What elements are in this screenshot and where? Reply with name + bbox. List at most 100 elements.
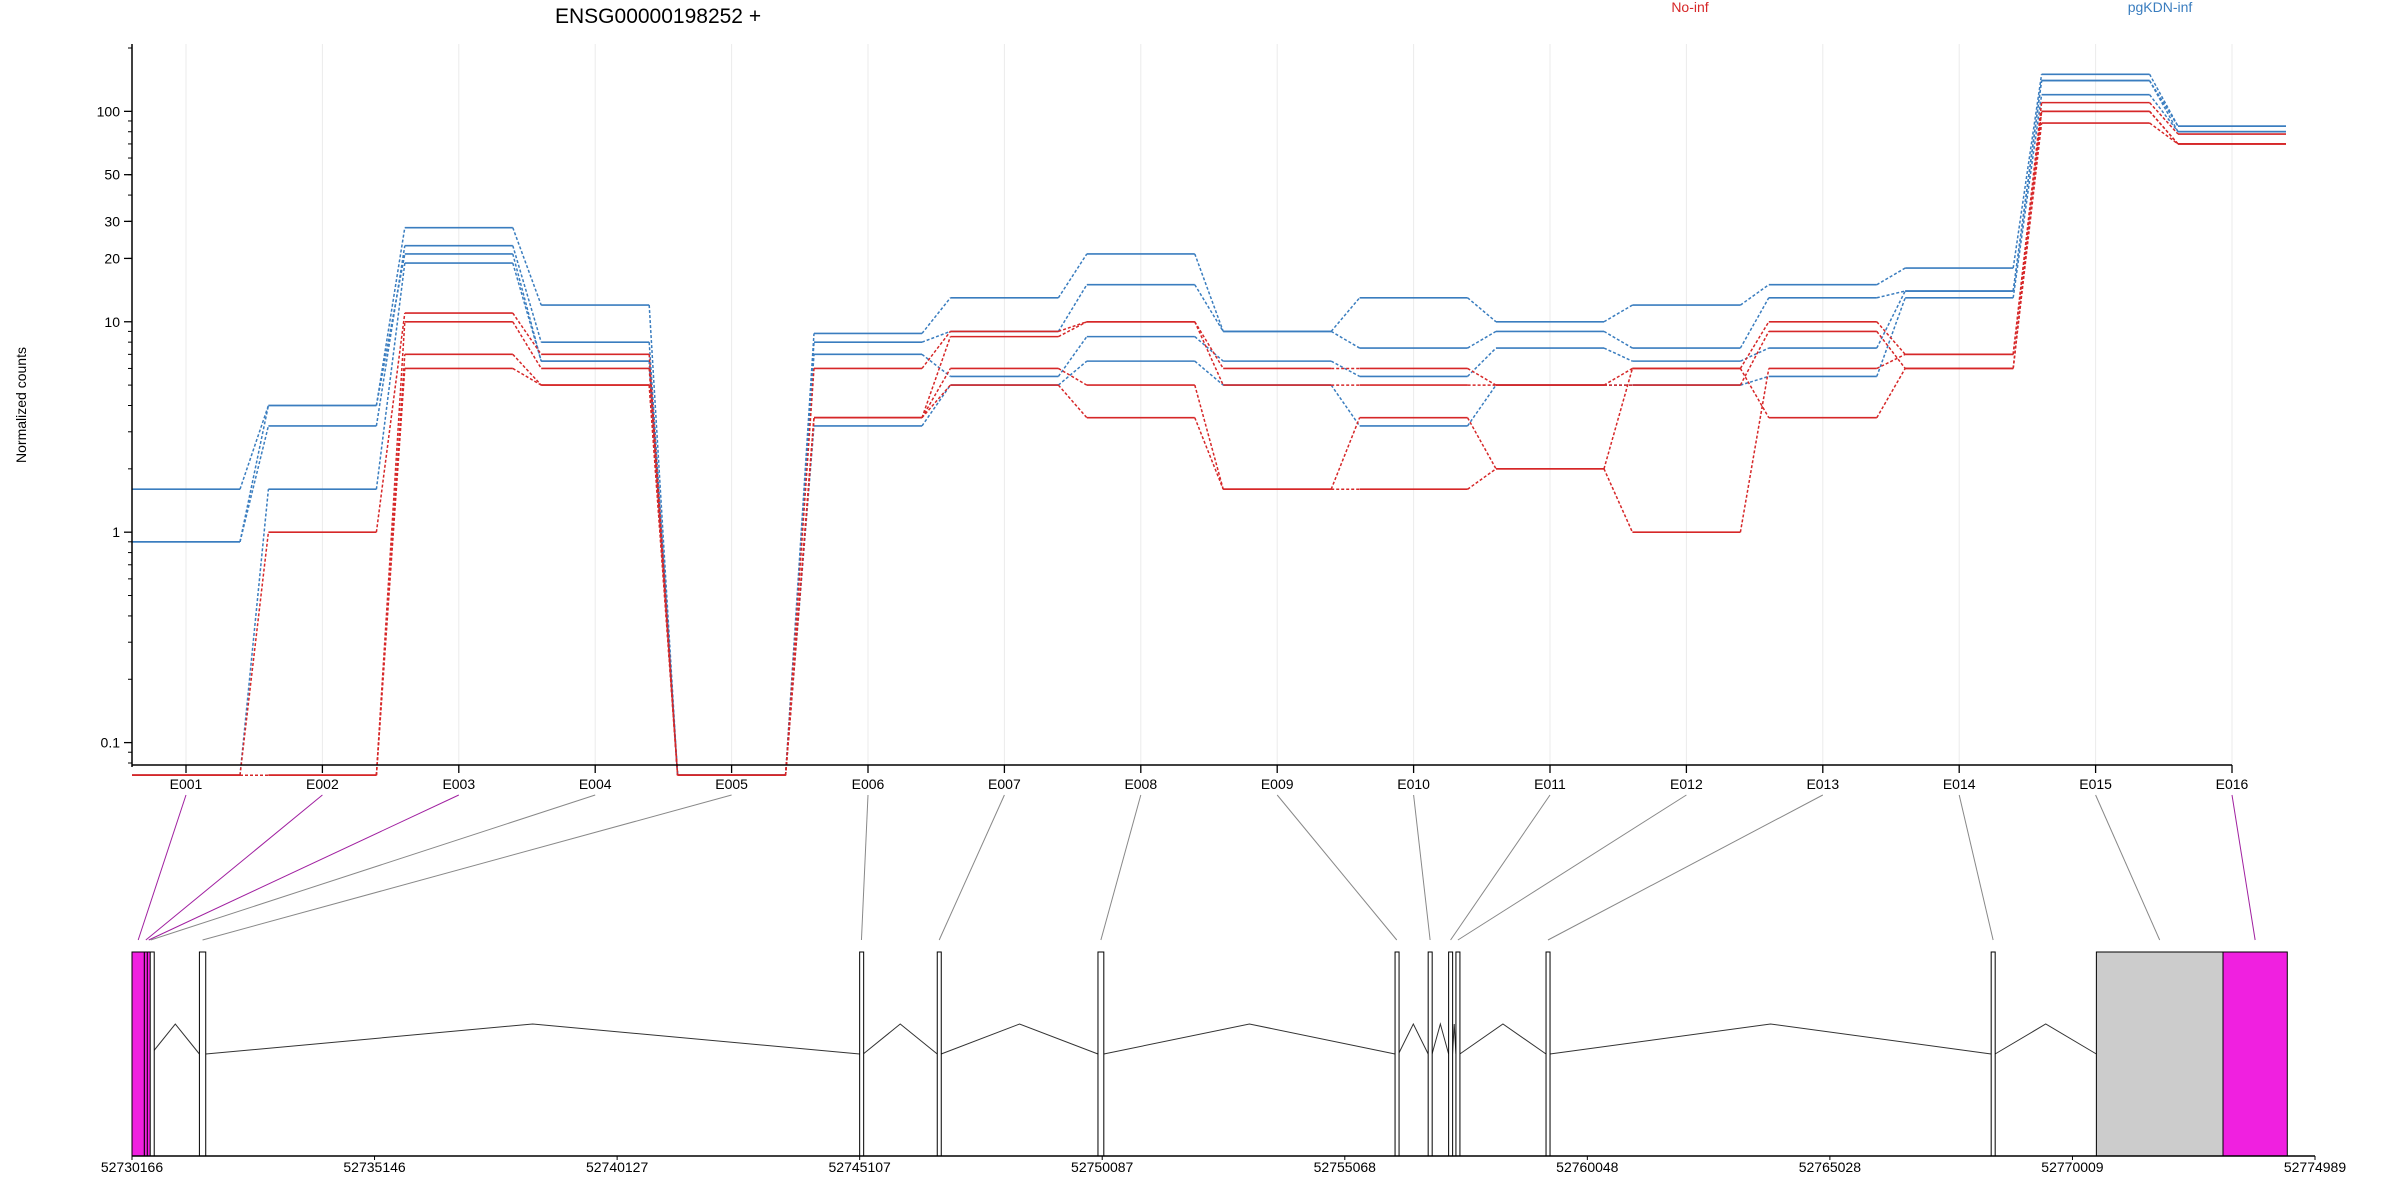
series-pgkdn-inf-3-connector-1	[375, 263, 406, 490]
axes: 0.1 1 10 20 30 50 100 E001 E002 E003 E004 E005 E006 E…	[97, 44, 2249, 792]
series-no-inf-7-connector-4	[784, 417, 815, 776]
series-pgkdn-inf-3-connector-13	[2012, 94, 2043, 298]
series-pgkdn-inf-3-connector-9	[1466, 384, 1497, 427]
series-pgkdn-inf-2-connector-11	[1740, 347, 1770, 362]
series-no-inf-7-connector-10	[1603, 468, 1634, 533]
series-pgkdn-inf-2-connector-0	[239, 405, 270, 542]
series-pgkdn-inf-0-connector-13	[2012, 74, 2043, 269]
connector-e004	[150, 794, 596, 941]
x-tick-label-e011: E011	[1534, 776, 1566, 792]
x-tick-label-e009: E009	[1261, 776, 1294, 792]
series-pgkdn-inf-0-connector-7	[1194, 253, 1224, 332]
series-no-inf-5-connector-12	[1876, 330, 1906, 369]
series-pgkdn-inf-3-connector-6	[1057, 360, 1088, 386]
genomic-tick-label-1: 52735146	[343, 1159, 406, 1175]
series-no-inf-6-connector-12	[1876, 368, 1906, 419]
series-no-inf-5-connector-5	[921, 336, 952, 418]
connector-e002	[145, 794, 323, 941]
series-pgkdn-inf-3-connector-14	[2149, 94, 2179, 133]
connector-e015	[2095, 794, 2161, 941]
series-pgkdn-inf-1-connector-9	[1467, 330, 1497, 349]
series-no-inf-7-connector-6	[1057, 384, 1088, 419]
series-no-inf-4-connector-10	[1603, 367, 1633, 386]
connector-e007	[938, 794, 1005, 941]
exon-e009	[1394, 951, 1400, 1157]
x-tick-label-e013: E013	[1806, 776, 1839, 792]
x-tick-label-e007: E007	[988, 776, 1021, 792]
exon-e007	[936, 951, 942, 1157]
series-pgkdn-inf-2-connector-6	[1057, 336, 1088, 377]
series-no-inf-7-connector-1	[375, 368, 406, 776]
genomic-tick-label-4: 52750087	[1071, 1159, 1134, 1175]
genomic-tick-label-3: 52745107	[829, 1159, 892, 1175]
exon-connector-lines	[137, 794, 2256, 941]
series-no-inf-6-connector-14	[2149, 122, 2179, 145]
genomic-tick-label-5: 52755068	[1314, 1159, 1377, 1175]
series-no-inf-4-connector-0	[239, 532, 270, 776]
connector-e013	[1547, 794, 1824, 941]
series-no-inf-4-connector-7	[1194, 321, 1224, 369]
series-pgkdn-inf-2-connector-12	[1876, 290, 1906, 349]
intron-4	[150, 1023, 200, 1055]
series-no-inf-6-connector-13	[2012, 122, 2043, 369]
series-no-inf-4-connector-12	[1876, 321, 1906, 355]
y-tick-label-10: 10	[104, 314, 120, 330]
x-tick-label-e015: E015	[2079, 776, 2112, 792]
connector-e012	[1457, 794, 1687, 941]
x-tick-label-e014: E014	[1943, 776, 1976, 792]
series-no-inf-5-connector-1	[375, 321, 406, 776]
series-pgkdn-inf-1-connector-8	[1330, 330, 1360, 349]
connector-e006	[860, 794, 869, 941]
series-no-inf-6-connector-7	[1194, 384, 1224, 490]
y-tick-label-20: 20	[104, 250, 120, 266]
y-tick-label-50: 50	[104, 167, 120, 183]
series-no-inf-5-connector-4	[784, 417, 815, 776]
series-no-inf-5-connector-2	[512, 321, 542, 369]
series-no-inf-7-connector-9	[1467, 468, 1497, 490]
legend-label-no-inf: No-inf	[1671, 0, 1708, 15]
series-no-inf-7-connector-7	[1194, 417, 1224, 490]
series-pgkdn-inf-1-connector-2	[512, 245, 542, 343]
series-pgkdn-inf-2-connector-9	[1467, 347, 1497, 377]
series-pgkdn-inf-3-connector-5	[921, 384, 952, 427]
intron-14	[1994, 1023, 2097, 1055]
connector-e008	[1100, 794, 1142, 941]
series-no-inf-7-connector-14	[2149, 110, 2179, 145]
series-pgkdn-inf-2-connector-2	[512, 253, 542, 362]
series-pgkdn-inf-0-connector-6	[1057, 253, 1088, 299]
series-no-inf-7-connector-13	[2012, 111, 2043, 355]
x-tick-label-e004: E004	[579, 776, 612, 792]
series-pgkdn-inf-1-connector-6	[1057, 284, 1088, 332]
exon-e001	[131, 951, 145, 1157]
y-tick-label-0.1: 0.1	[101, 735, 121, 751]
series-no-inf-4-connector-5	[921, 330, 951, 369]
series-pgkdn-inf-0-connector-10	[1603, 304, 1633, 323]
x-tick-label-e012: E012	[1670, 776, 1703, 792]
series-pgkdn-inf-0-connector-2	[512, 227, 542, 306]
series-no-inf-7-connector-3	[648, 385, 679, 776]
series-no-inf-7-connector-12	[1876, 353, 1906, 370]
chart-title: ENSG00000198252 +	[555, 5, 761, 28]
series-pgkdn-inf-2-connector-14	[2148, 80, 2179, 133]
series-pgkdn-inf-2-connector-13	[2012, 80, 2043, 292]
series-no-inf-5-connector-6	[1058, 321, 1088, 338]
series-no-inf-4-connector-2	[512, 312, 542, 355]
connector-e009	[1276, 794, 1398, 941]
intron-7	[940, 1023, 1099, 1055]
series-pgkdn-inf-3-connector-0	[239, 489, 270, 776]
exon-e010	[1427, 951, 1433, 1157]
series-no-inf-5-connector-3	[648, 368, 679, 776]
series-no-inf-4-connector-1	[375, 312, 406, 533]
x-tick-label-e005: E005	[715, 776, 748, 792]
series-no-inf-6-connector-4	[784, 417, 815, 776]
series-no-inf-6-connector-10	[1603, 368, 1634, 470]
series-pgkdn-inf-1-connector-5	[921, 330, 951, 343]
connector-e003	[148, 794, 460, 941]
exon-e005	[198, 951, 207, 1157]
connector-e011	[1450, 794, 1551, 941]
y-tick-label-30: 30	[104, 213, 120, 229]
series-no-inf-6-connector-5	[921, 368, 952, 419]
exon-e013	[1545, 951, 1551, 1157]
x-tick-label-e006: E006	[852, 776, 885, 792]
intron-6	[862, 1023, 938, 1055]
